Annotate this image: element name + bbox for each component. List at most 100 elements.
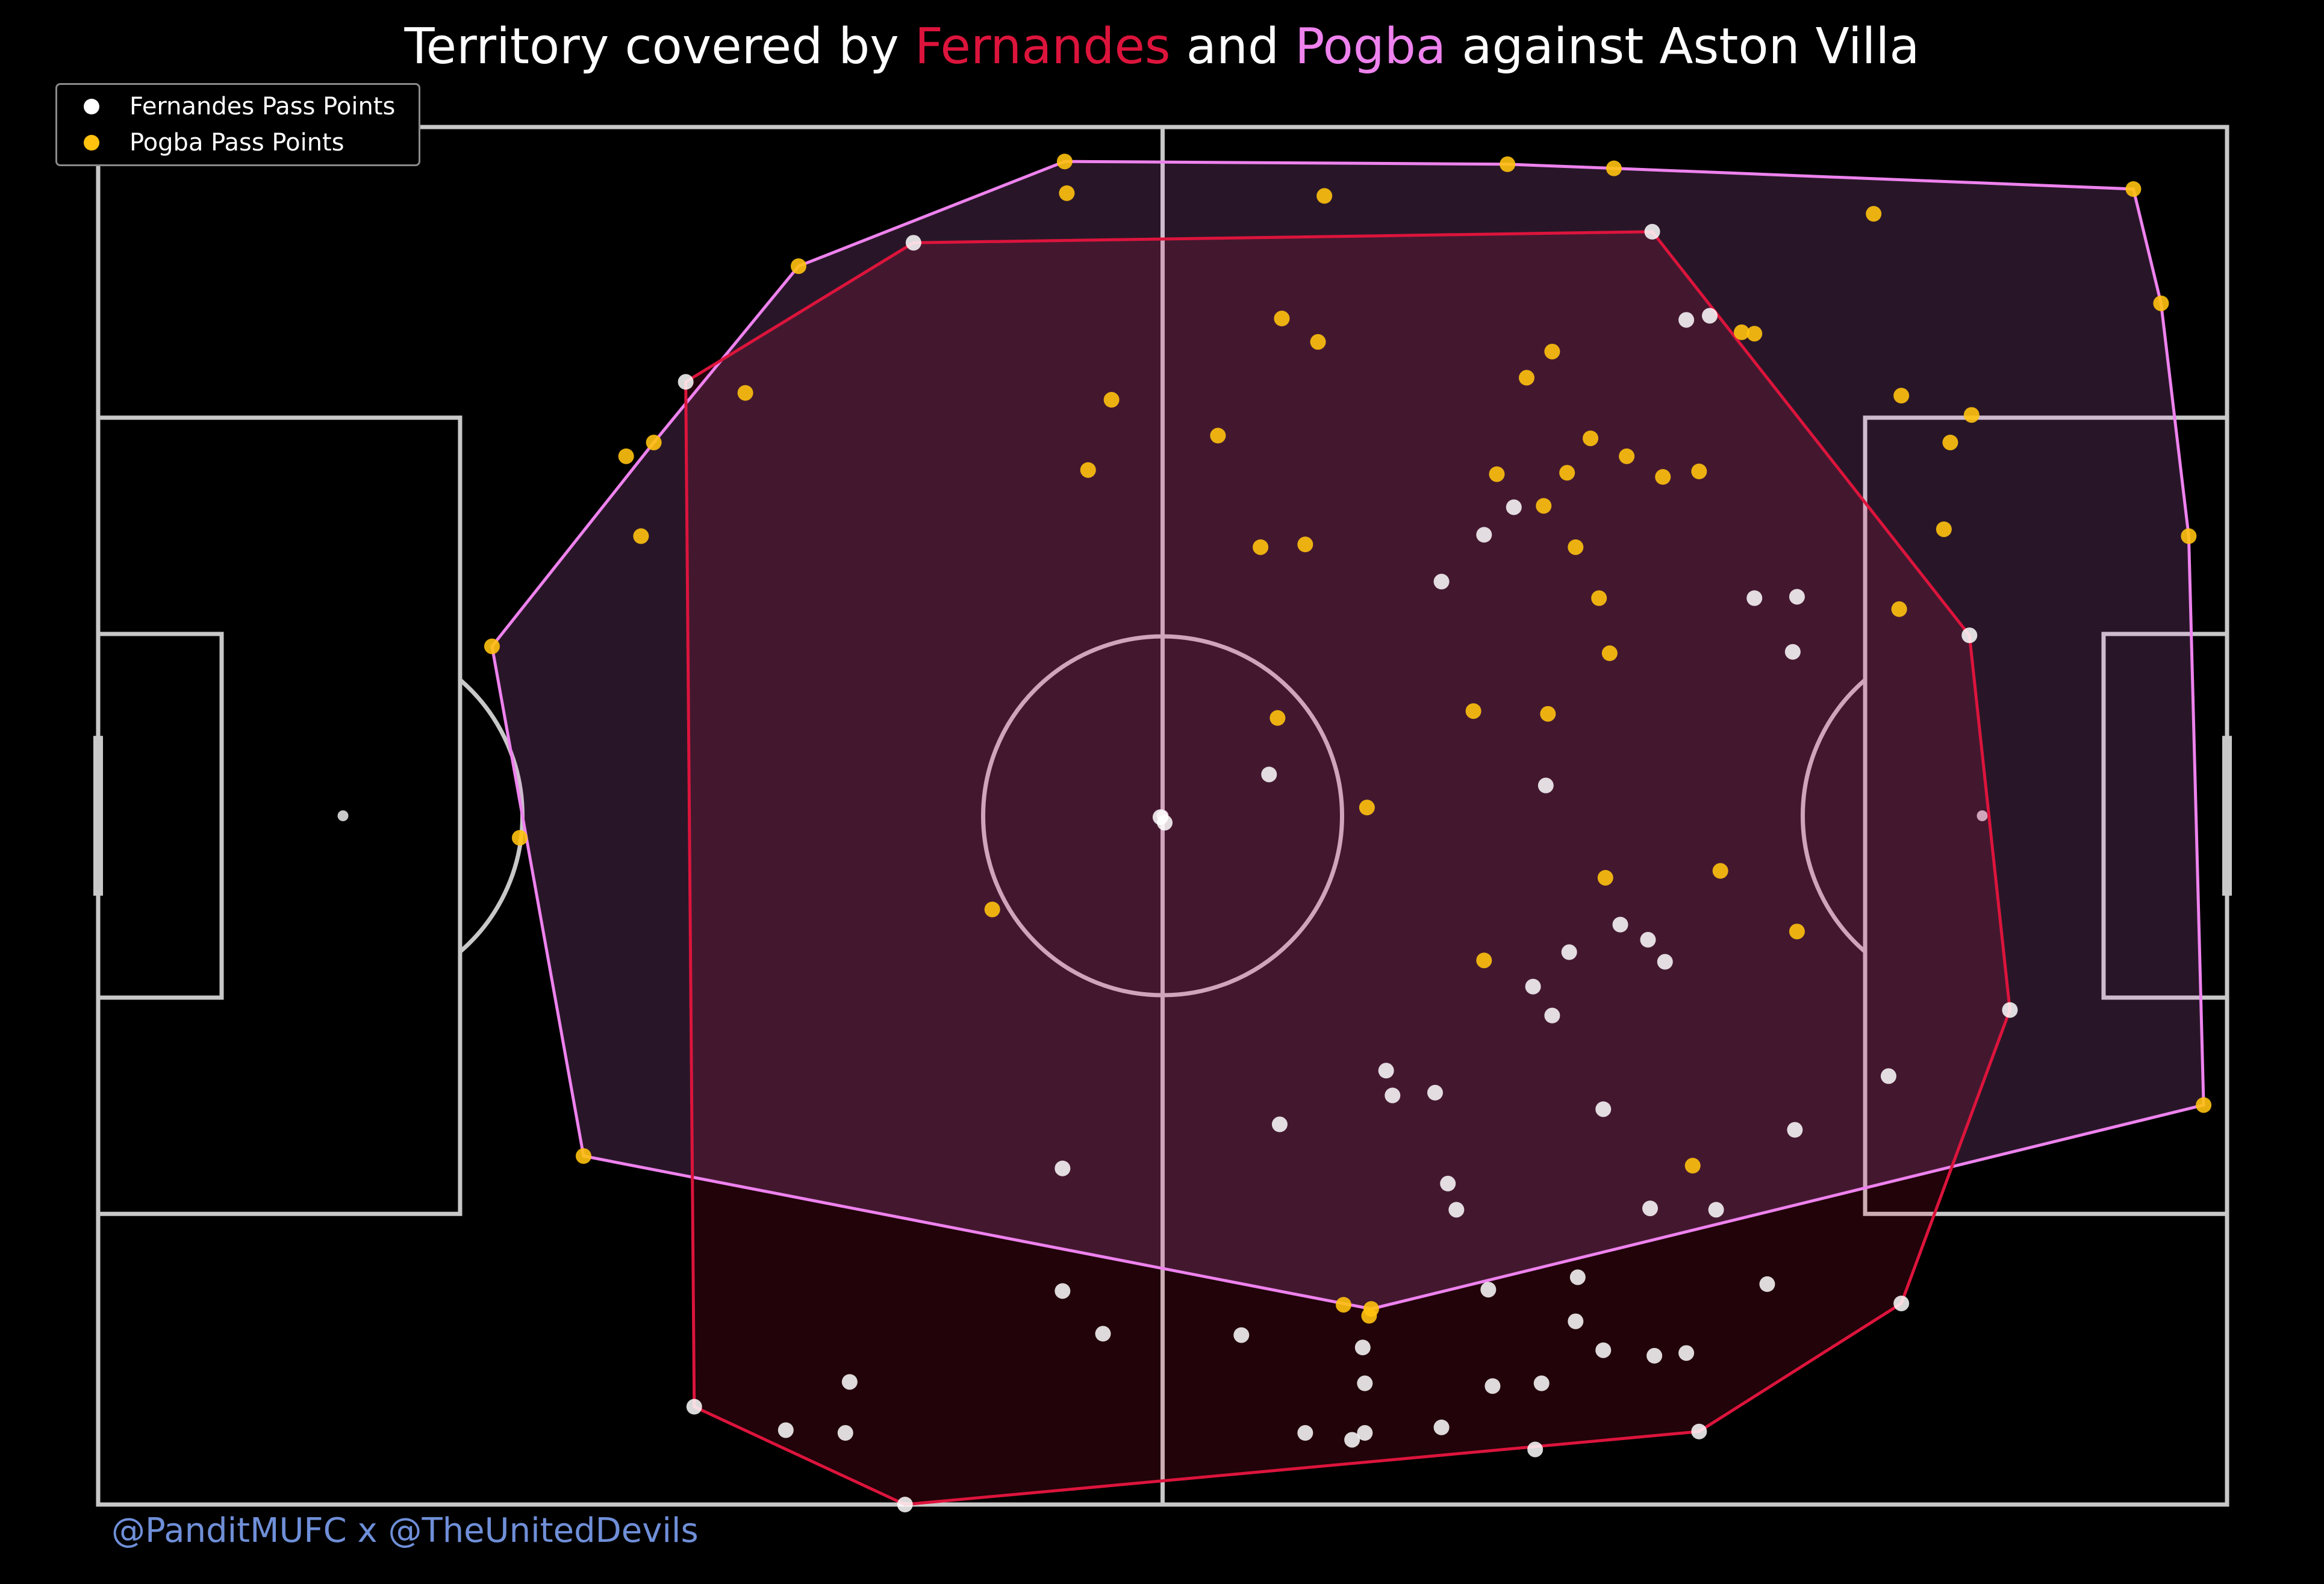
chart-title: Territory covered by Fernandes and Pogba… [0,18,2324,75]
pogba-pass-point [1583,430,1599,447]
legend-marker-pogba [84,135,99,151]
pogba-pass-point [1619,448,1635,464]
fernandes-pass-point [1344,1432,1360,1448]
pogba-pass-point [1080,462,1096,478]
penalty-arc-right [1800,678,1867,954]
fernandes-pass-point [1233,1327,1250,1343]
legend-marker-fernandes [84,99,99,114]
fernandes-pass-point [1642,1200,1659,1217]
pogba-hull-fill [491,161,2204,1309]
fernandes-pass-point [1476,527,1492,543]
fernandes-pass-point [1271,1116,1288,1132]
legend-label-pogba: Pogba Pass Points [129,129,344,157]
fernandes-pass-point [2002,1002,2018,1018]
pogba-pass-point [633,528,649,544]
six-yard-box-left [96,632,224,1000]
fernandes-pass-point [1354,1340,1371,1356]
legend: Fernandes Pass Points Pogba Pass Points [55,83,420,166]
pogba-pass-point [1544,343,1560,359]
pogba-pass-point [1936,521,1952,538]
centre-circle [981,634,1344,998]
pogba-pass-point [1500,156,1516,172]
pogba-pass-point [1540,706,1556,722]
fernandes-pass-point [1537,777,1554,794]
fernandes-pass-point [1644,223,1660,240]
pogba-pass-point [1684,1158,1701,1174]
fernandes-pass-point [1595,1101,1612,1117]
pogba-pass-point [1891,601,1907,617]
fernandes-pass-point [686,1399,702,1415]
fernandes-pass-point [1378,1063,1394,1079]
pogba-pass-point [1734,324,1750,340]
pogba-pass-point [618,448,634,464]
fernandes-pass-point [1433,1419,1450,1435]
fernandes-pass-point [1152,809,1168,825]
fernandes-pass-point [1533,1375,1550,1391]
pogba-pass-point [1274,311,1290,327]
fernandes-pass-point [1784,644,1801,660]
pogba-pass-point [791,258,807,275]
fernandes-pass-point [1893,1295,1910,1311]
penalty-spot-right [1977,810,1988,821]
penalty-spot-left [337,810,349,821]
fernandes-pass-point [1433,574,1450,590]
pogba-pass-point [1866,206,1882,222]
fernandes-pass-point [1646,1347,1663,1364]
fernandes-pass-point [897,1497,913,1512]
pogba-pass-point [1712,863,1728,879]
territory-hulls [490,160,2205,1506]
pitch-markings [93,125,2232,1507]
fernandes-pass-point [1640,931,1656,948]
fernandes-pass-point [1759,1276,1775,1292]
pass-points [484,154,2212,1512]
pogba-pass-point [1606,160,1622,176]
pogba-pass-point [1310,334,1326,350]
pogba-pass-point [2181,528,2197,544]
fernandes-hull-outline [684,230,2011,1506]
pogba-pass-point [1591,590,1607,606]
legend-item-fernandes: Fernandes Pass Points [57,89,395,125]
fernandes-pass-point [1561,944,1577,960]
pogba-pass-point [1056,154,1073,170]
fernandes-pass-point [777,1422,794,1438]
credit-text: @PanditMUFC x @TheUnitedDevils [111,1511,699,1550]
fernandes-pass-point [1880,1068,1896,1084]
pogba-pass-point [1476,952,1492,969]
pogba-pass-point [1746,326,1763,342]
pogba-pass-point [1335,1297,1351,1313]
pogba-pass-point [1210,427,1226,444]
fernandes-pass-point [905,235,921,251]
fernandes-pass-point [1055,1283,1071,1299]
fernandes-pass-point [1480,1282,1497,1298]
pogba-pass-point [1489,466,1505,482]
pogba-pass-point [2125,181,2142,197]
pogba-pass-point [1789,924,1805,940]
fernandes-pass-point [1787,1122,1803,1138]
pogba-pass-point [1597,869,1613,886]
pogba-pass-point [1269,710,1286,726]
pogba-pass-point [1963,407,1980,423]
pogba-pass-point [646,434,662,450]
fernandes-pass-point [1691,1423,1707,1440]
pogba-pass-point [1103,392,1120,408]
pogba-pass-point [511,830,528,846]
pogba-pass-point [1691,464,1707,479]
pogba-pass-point [1059,185,1075,201]
pogba-pass-point [984,901,1000,918]
fernandes-pass-point [1595,1342,1612,1358]
pogba-pass-point [737,385,753,401]
pogba-pass-point [1361,1308,1377,1324]
pogba-pass-point [1465,703,1481,719]
pogba-pass-point [1568,539,1584,555]
fernandes-pass-point [1484,1378,1501,1394]
pogba-pass-point [1559,465,1575,481]
pogba-pass-point [1893,388,1910,404]
fernandes-hull-fill [685,231,2010,1505]
pogba-pass-point [1518,370,1534,386]
pogba-pass-point [2196,1097,2212,1113]
fernandes-pass-point [1297,1425,1313,1441]
legend-label-fernandes: Fernandes Pass Points [129,93,396,120]
pogba-pass-point [1942,434,1958,450]
fernandes-pass-point [678,374,694,390]
